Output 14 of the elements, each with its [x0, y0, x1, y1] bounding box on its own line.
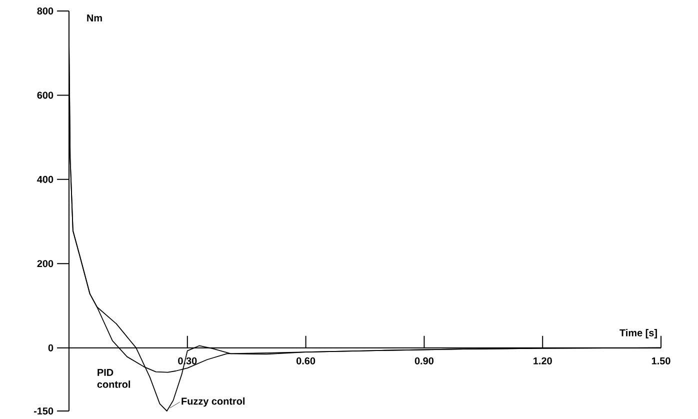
x-tick-label: 1.50	[652, 357, 670, 364]
x-tick-label: 0.60	[296, 357, 316, 364]
y-tick-label: 400	[37, 176, 54, 183]
series-label: PID control	[97, 368, 130, 388]
y-tick-label: 800	[37, 7, 54, 15]
x-tick-label: 0.90	[414, 357, 434, 364]
y-tick-label: 600	[37, 92, 54, 99]
y-axis-title: Nm	[87, 14, 102, 22]
y-tick-label: -150	[34, 407, 54, 415]
y-tick-label: 0	[48, 344, 54, 352]
x-axis-title: Time [s]	[620, 329, 657, 338]
legend-label: Fuzzy control	[182, 397, 245, 407]
x-tick-label: 1.20	[534, 357, 552, 364]
y-tick-label: 200	[37, 260, 54, 268]
